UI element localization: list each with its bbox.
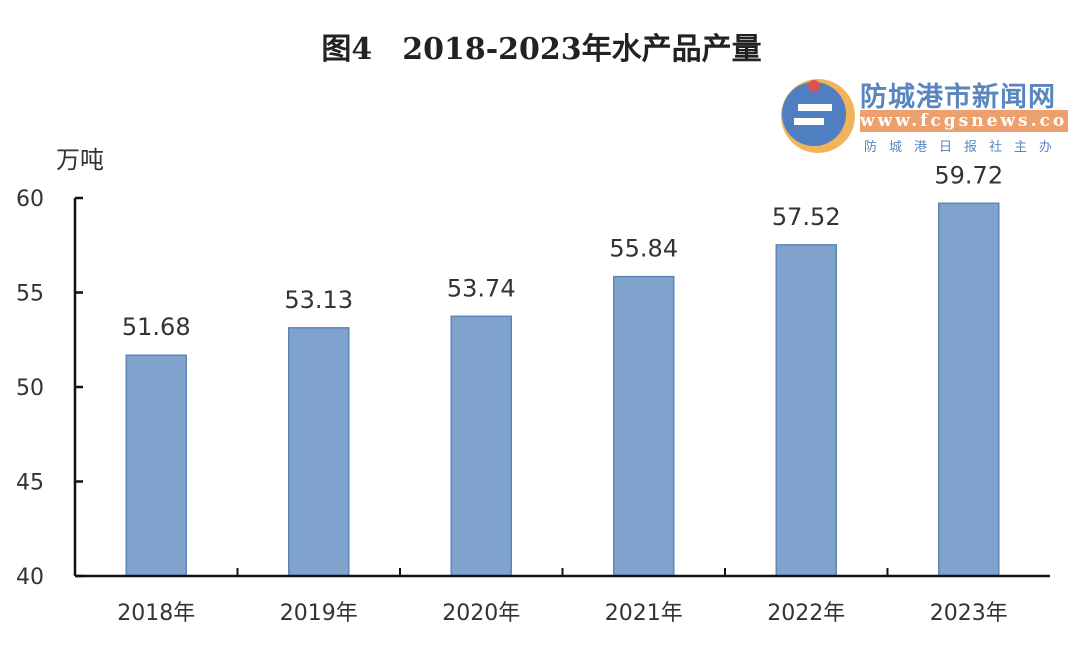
x-tick-label: 2023年 bbox=[930, 601, 1008, 626]
y-tick-label: 60 bbox=[16, 187, 44, 212]
x-tick-label: 2019年 bbox=[280, 601, 358, 626]
bar-2021年 bbox=[613, 275, 675, 577]
y-tick-label: 40 bbox=[16, 565, 44, 590]
bar-2020年 bbox=[450, 315, 512, 577]
y-tick-label: 55 bbox=[16, 282, 44, 307]
watermark-logo-icon bbox=[781, 79, 855, 153]
data-label: 55.84 bbox=[609, 235, 678, 263]
data-label: 59.72 bbox=[934, 161, 1003, 189]
x-tick-label: 2020年 bbox=[442, 601, 520, 626]
x-tick-label: 2021年 bbox=[605, 601, 683, 626]
x-tick-label: 2018年 bbox=[117, 601, 195, 626]
watermark-title: 防城港市新闻网 bbox=[860, 82, 1056, 113]
data-label: 51.68 bbox=[122, 313, 191, 341]
y-tick-label: 50 bbox=[16, 376, 44, 401]
bar-2023年 bbox=[938, 202, 1000, 577]
watermark-logo: 防城港市新闻网 www.fcgsnews.com 防城港日报社主办 bbox=[778, 72, 1083, 157]
watermark-url: www.fcgsnews.com bbox=[860, 110, 1083, 132]
y-axis-unit-label: 万吨 bbox=[56, 146, 104, 174]
y-tick-label: 45 bbox=[16, 471, 44, 496]
bar-2018年 bbox=[125, 354, 187, 577]
bar-2019年 bbox=[288, 327, 350, 577]
x-tick-label: 2022年 bbox=[767, 601, 845, 626]
bar-2022年 bbox=[775, 244, 837, 577]
watermark-subtitle: 防城港日报社主办 bbox=[864, 140, 1065, 155]
data-label: 53.13 bbox=[284, 286, 353, 314]
chart-title: 图4 2018-2023年水产品产量 bbox=[321, 32, 762, 67]
data-label: 53.74 bbox=[447, 274, 516, 302]
data-label: 57.52 bbox=[772, 203, 841, 231]
